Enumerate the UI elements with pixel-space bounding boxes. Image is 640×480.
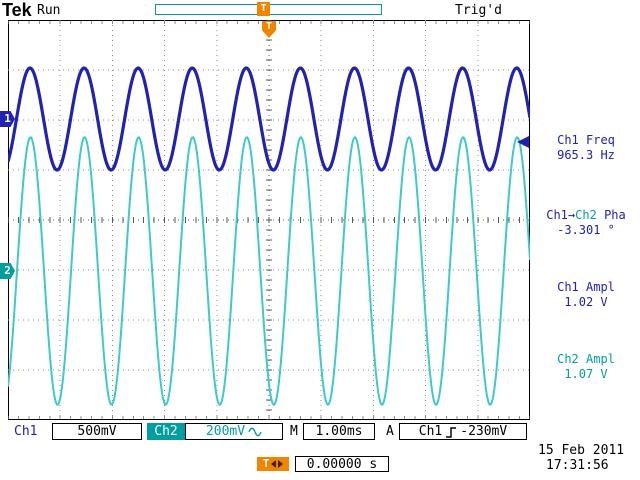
ch1-freq-label: Ch1 Freq [557,133,615,147]
ch2-position-marker: 2 [0,263,15,279]
phase-label-src: Ch1 [546,208,568,222]
graticule [8,20,530,420]
rising-edge-icon [446,426,457,438]
delay-left-arrow-icon [271,460,277,468]
delay-marker: T [262,457,270,470]
phase-label-meas: Pha [596,208,626,222]
ch2-ampl-value: 1.07 V [564,367,608,381]
date: 15 Feb 2011 [538,443,625,458]
delay-value: 0.00000 s [295,456,389,472]
ch2-label: Ch2 [147,423,185,440]
arrow-right-icon: → [567,208,576,222]
time: 17:31:56 [546,458,609,473]
timebase-prefix: M [290,424,298,439]
phase-value: -3.301 ° [557,223,615,237]
timebase: 1.00ms [303,423,375,440]
ch2-scale-box: 200mV [185,423,283,440]
trigger-position-bar: T [155,2,382,16]
trigger-level: -230mV [460,424,508,439]
trigger-prefix: A [386,424,394,439]
acquisition-state: Run [37,3,61,18]
ch1-freq-value: 965.3 Hz [557,148,615,162]
delay-marker-box: T [257,457,289,471]
ch2-ampl-readout: Ch2 Ampl 1.07 V [534,352,638,382]
trigger-status: Trig'd [455,3,502,18]
ch1-ampl-readout: Ch1 Ampl 1.02 V [534,280,638,310]
phase-label-dst: Ch2 [575,208,597,222]
ch1-ampl-value: 1.02 V [564,295,608,309]
trigger-source: Ch1 [418,424,443,439]
trigger-level-arrow-icon [517,136,529,148]
trigger-time-marker-icon: T [262,21,276,38]
delay-right-arrow-icon [278,460,284,468]
tek-logo: Tek [2,0,32,20]
ch2-scale: 200mV [205,424,246,439]
ac-coupling-icon [248,427,262,436]
trigger-settings-box: Ch1 -230mV [399,423,527,440]
ch2-ampl-label: Ch2 Ampl [557,352,615,366]
trigger-position-marker-icon: T [257,2,270,16]
phase-readout: Ch1→Ch2 Pha -3.301 ° [534,208,638,238]
ch1-scale: 500mV [52,423,142,440]
ch1-label: Ch1 [14,424,38,439]
ch1-position-marker: 1 [0,111,15,127]
measurement-readouts: Ch1 Freq 965.3 Hz Ch1→Ch2 Pha -3.301 ° C… [534,0,638,440]
ch1-ampl-label: Ch1 Ampl [557,280,615,294]
ch1-freq-readout: Ch1 Freq 965.3 Hz [534,133,638,163]
phase-label: Ch1→Ch2 Pha [534,208,638,223]
